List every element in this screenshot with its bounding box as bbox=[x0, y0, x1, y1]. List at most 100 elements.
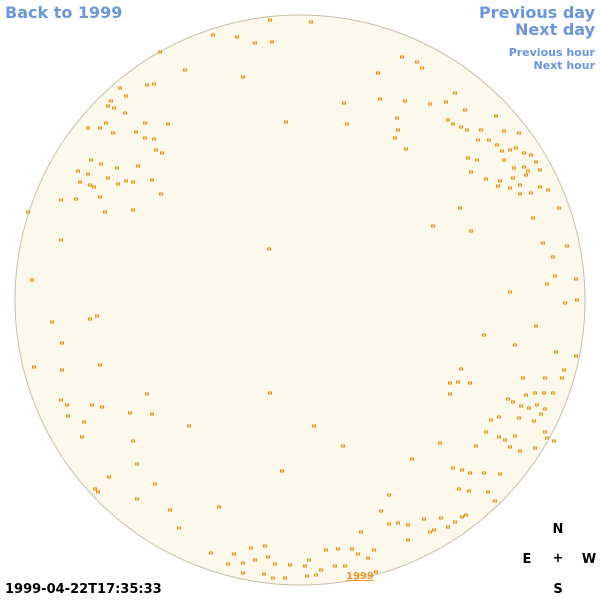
star-marker-icon bbox=[474, 444, 478, 448]
star-marker-icon bbox=[513, 434, 517, 438]
star-marker-icon bbox=[115, 166, 119, 170]
compass-south: S bbox=[553, 582, 563, 597]
star-marker-icon bbox=[448, 392, 452, 396]
star-marker-icon bbox=[324, 548, 328, 552]
star-marker-icon bbox=[543, 376, 547, 380]
star-marker-icon bbox=[532, 419, 536, 423]
star-marker-icon bbox=[283, 576, 287, 580]
star-marker-icon bbox=[88, 183, 92, 187]
star-marker-icon bbox=[152, 137, 156, 141]
star-marker-icon bbox=[522, 151, 526, 155]
star-marker-icon bbox=[513, 343, 517, 347]
star-marker-icon bbox=[553, 274, 557, 278]
star-marker-icon bbox=[374, 570, 378, 574]
star-marker-icon bbox=[92, 185, 96, 189]
star-marker-icon bbox=[150, 178, 154, 182]
star-marker-icon bbox=[356, 552, 360, 556]
star-marker-icon bbox=[116, 182, 120, 186]
star-marker-icon bbox=[74, 197, 78, 201]
star-marker-icon bbox=[400, 55, 404, 59]
star-marker-icon bbox=[508, 445, 512, 449]
next-hour-link[interactable]: Next hour bbox=[533, 59, 596, 72]
star-marker-icon bbox=[542, 391, 546, 395]
star-marker-icon bbox=[393, 136, 397, 140]
star-marker-icon bbox=[458, 206, 462, 210]
star-marker-icon bbox=[288, 563, 292, 567]
star-marker-icon bbox=[378, 97, 382, 101]
star-marker-icon bbox=[249, 546, 253, 550]
star-marker-icon bbox=[534, 324, 538, 328]
star-marker-icon bbox=[518, 449, 522, 453]
star-marker-icon bbox=[131, 208, 135, 212]
star-marker-icon bbox=[551, 391, 555, 395]
star-marker-icon bbox=[99, 162, 103, 166]
star-marker-icon bbox=[533, 391, 537, 395]
star-marker-icon bbox=[500, 149, 504, 153]
star-marker-icon bbox=[280, 469, 284, 473]
star-marker-icon bbox=[446, 118, 450, 122]
star-marker-icon bbox=[511, 400, 515, 404]
star-marker-icon bbox=[314, 573, 318, 577]
star-marker-icon bbox=[448, 381, 452, 385]
star-marker-icon bbox=[422, 517, 426, 521]
star-marker-icon bbox=[457, 487, 461, 491]
star-marker-icon bbox=[253, 558, 257, 562]
star-marker-icon bbox=[506, 397, 510, 401]
star-marker-icon bbox=[319, 568, 323, 572]
star-markers bbox=[26, 18, 579, 580]
star-marker-icon bbox=[309, 20, 313, 24]
star-marker-icon bbox=[562, 368, 566, 372]
star-marker-icon bbox=[482, 471, 486, 475]
star-marker-icon bbox=[468, 471, 472, 475]
star-marker-icon bbox=[124, 94, 128, 98]
star-marker-icon bbox=[273, 562, 277, 566]
compass-center-icon: + bbox=[552, 551, 564, 566]
star-marker-icon bbox=[464, 513, 468, 517]
star-marker-icon bbox=[76, 169, 80, 173]
back-to-year-link[interactable]: Back to 1999 bbox=[5, 3, 123, 22]
star-marker-icon bbox=[446, 525, 450, 529]
star-marker-icon bbox=[124, 179, 128, 183]
star-marker-icon bbox=[135, 497, 139, 501]
year-link[interactable]: 1999 bbox=[346, 571, 374, 582]
star-marker-icon bbox=[232, 552, 236, 556]
star-marker-icon bbox=[168, 508, 172, 512]
star-marker-icon bbox=[50, 320, 54, 324]
star-marker-icon bbox=[511, 176, 515, 180]
star-marker-icon bbox=[420, 66, 424, 70]
star-marker-icon bbox=[498, 472, 502, 476]
star-marker-icon bbox=[545, 282, 549, 286]
star-marker-icon bbox=[268, 391, 272, 395]
star-marker-icon bbox=[131, 180, 135, 184]
star-marker-icon bbox=[160, 151, 164, 155]
star-marker-icon bbox=[131, 439, 135, 443]
star-marker-icon bbox=[469, 229, 473, 233]
star-marker-icon bbox=[479, 128, 483, 132]
star-marker-icon bbox=[143, 121, 147, 125]
star-marker-icon bbox=[546, 188, 550, 192]
star-marker-icon bbox=[123, 111, 127, 115]
star-marker-icon bbox=[534, 160, 538, 164]
star-marker-icon bbox=[118, 86, 122, 90]
star-marker-icon bbox=[59, 238, 63, 242]
star-marker-icon bbox=[460, 515, 464, 519]
compass-north: N bbox=[552, 522, 564, 537]
next-day-link[interactable]: Next day bbox=[515, 20, 595, 39]
star-marker-icon bbox=[268, 18, 272, 22]
star-marker-icon bbox=[128, 411, 132, 415]
star-marker-icon bbox=[100, 405, 104, 409]
star-marker-icon bbox=[508, 148, 512, 152]
star-marker-icon bbox=[552, 439, 556, 443]
star-marker-icon bbox=[451, 122, 455, 126]
star-marker-icon bbox=[395, 116, 399, 120]
star-marker-icon bbox=[366, 556, 370, 560]
star-marker-icon bbox=[303, 564, 307, 568]
star-marker-icon bbox=[498, 179, 502, 183]
star-marker-icon bbox=[527, 406, 531, 410]
star-marker-icon bbox=[503, 438, 507, 442]
previous-day-link[interactable]: Previous day bbox=[478, 3, 595, 22]
star-marker-icon bbox=[183, 68, 187, 72]
star-marker-icon bbox=[372, 548, 376, 552]
previous-hour-link[interactable]: Previous hour bbox=[508, 46, 595, 59]
